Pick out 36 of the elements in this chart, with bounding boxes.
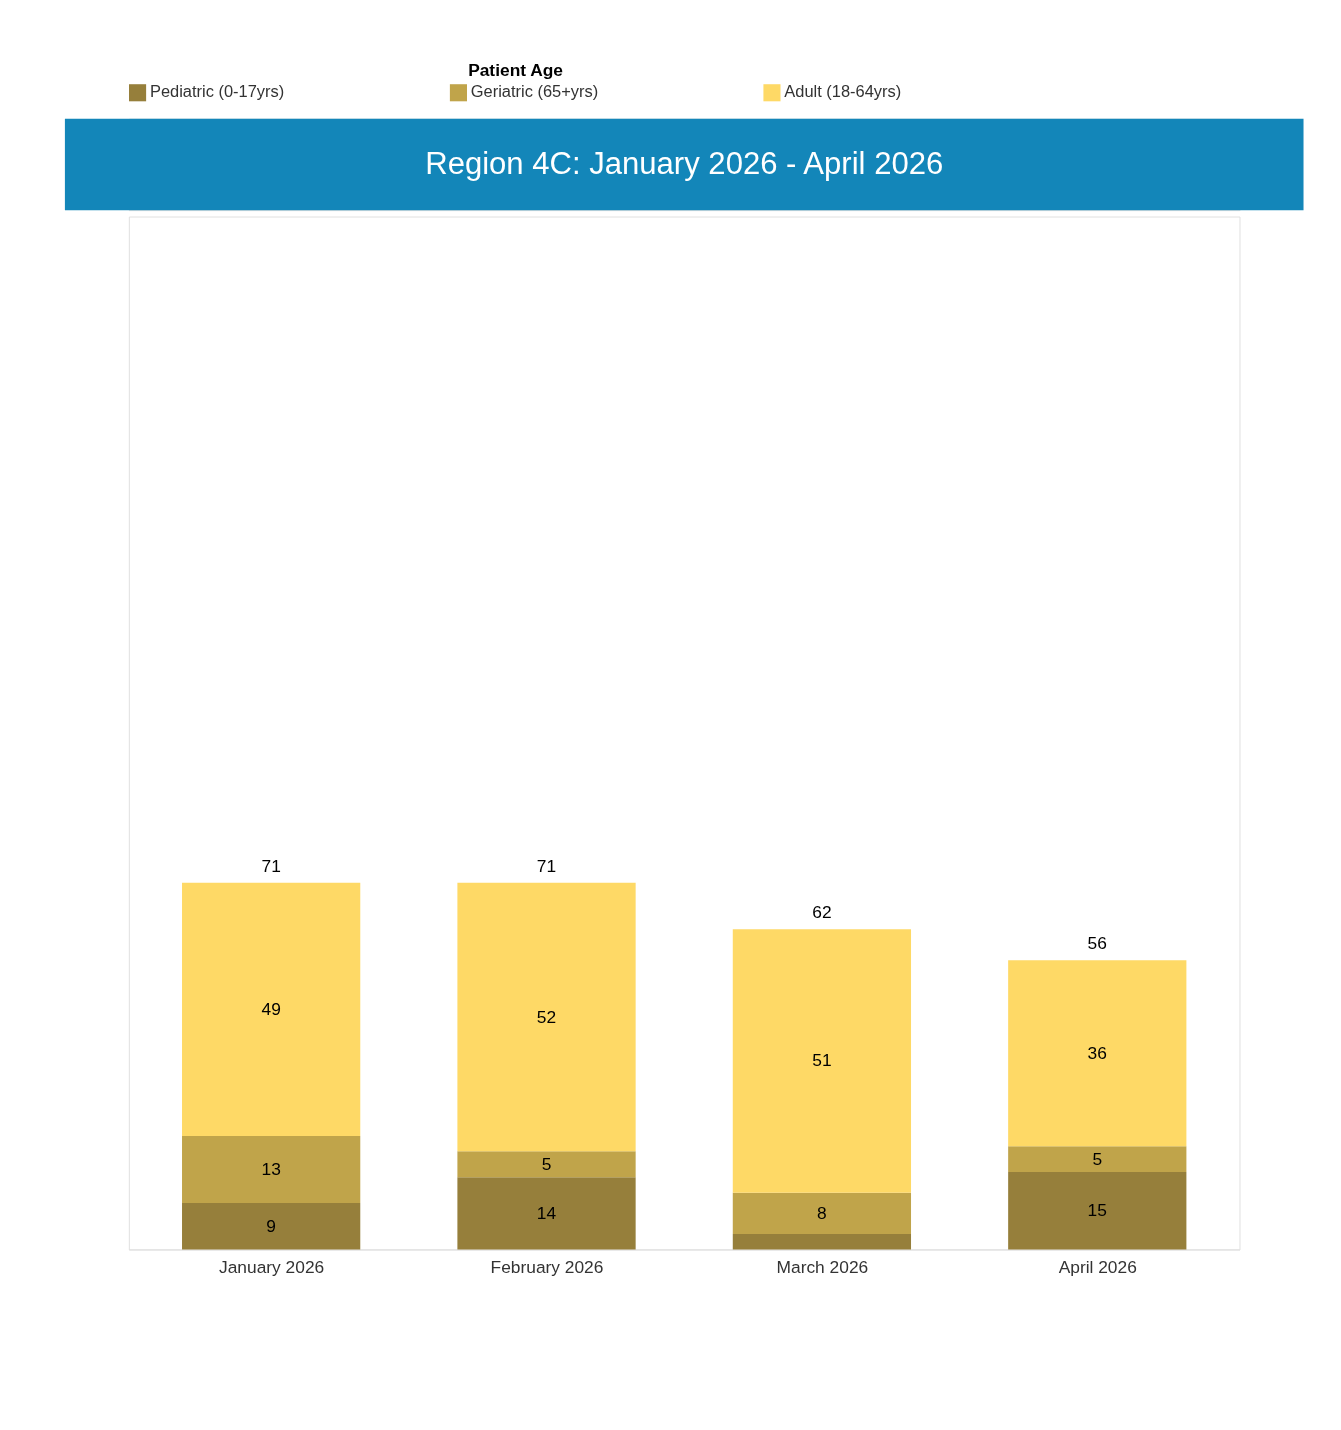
data-label: 15 xyxy=(1087,1200,1107,1221)
bar xyxy=(182,882,361,1136)
bar xyxy=(1008,960,1187,1147)
bar xyxy=(457,882,636,1152)
legend-label: Adult (18-64yrs) xyxy=(784,82,902,101)
data-label: 5 xyxy=(1092,1148,1103,1169)
data-label: 13 xyxy=(261,1158,281,1179)
bar xyxy=(182,1135,361,1204)
bar xyxy=(457,1177,636,1250)
data-label: 14 xyxy=(536,1202,557,1223)
bar xyxy=(732,929,912,1193)
bar xyxy=(182,1203,361,1250)
data-label: 51 xyxy=(812,1050,832,1071)
bar xyxy=(1008,1172,1187,1250)
x-tick-label: April 2026 xyxy=(1058,1256,1137,1277)
data-label: 52 xyxy=(536,1006,557,1027)
total-label: 71 xyxy=(536,855,557,876)
bar xyxy=(1008,1146,1187,1173)
bar xyxy=(732,1192,912,1235)
legend-title: Patient Age xyxy=(468,59,564,80)
data-label: 9 xyxy=(266,1215,276,1236)
total-label: 71 xyxy=(261,855,281,876)
x-tick-label: March 2026 xyxy=(776,1256,869,1277)
data-label: 8 xyxy=(817,1202,827,1223)
legend-label: Geriatric (65+yrs) xyxy=(470,82,599,101)
x-tick-label: February 2026 xyxy=(490,1256,604,1277)
data-label: 36 xyxy=(1087,1042,1107,1063)
data-label: 49 xyxy=(261,998,281,1019)
legend-label: Pediatric (0-17yrs) xyxy=(149,82,285,101)
total-label: 62 xyxy=(812,902,832,923)
x-tick-label: January 2026 xyxy=(219,1256,325,1277)
chart-title: Region 4C: January 2026 - April 2026 xyxy=(425,145,944,181)
bar xyxy=(732,1234,912,1250)
bar xyxy=(457,1151,636,1178)
total-label: 56 xyxy=(1087,933,1107,954)
data-label: 5 xyxy=(541,1153,552,1174)
